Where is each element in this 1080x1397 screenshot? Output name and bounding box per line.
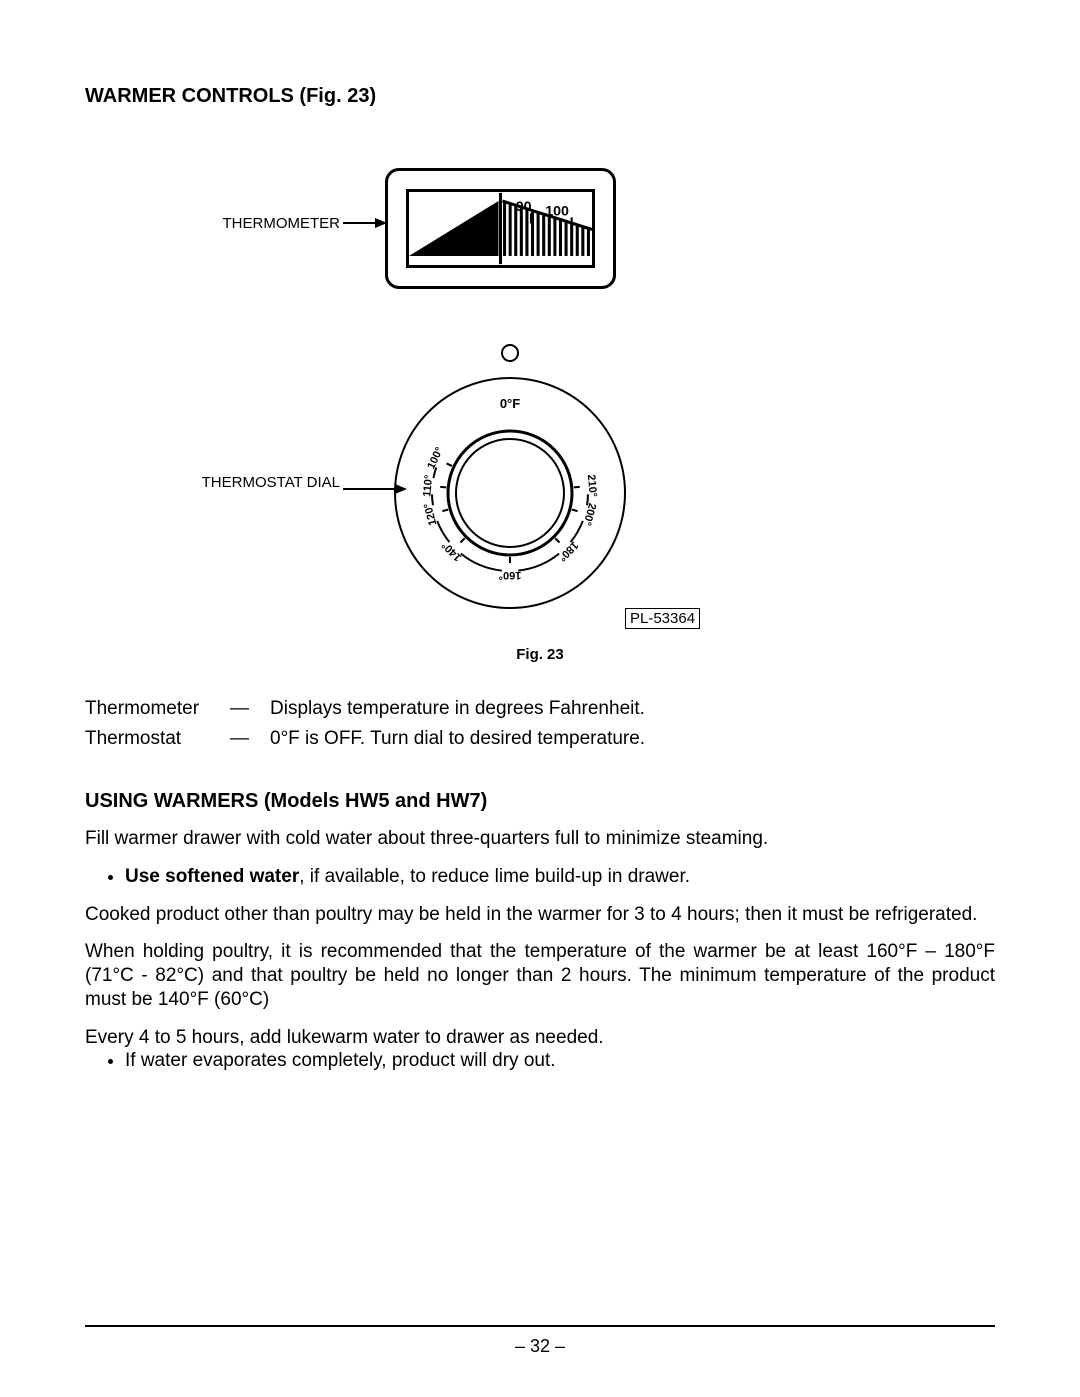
section-heading: WARMER CONTROLS (Fig. 23) [85,85,995,108]
definition-desc: 0°F is OFF. Turn dial to desired tempera… [270,728,995,750]
thermometer-diagram: 90 100 [385,168,616,289]
part-number-box: PL-53364 [625,608,700,629]
definition-list: Thermometer — Displays temperature in de… [85,698,995,750]
bullet-strong: Use softened water [125,866,299,887]
bullet-list: Use softened water, if available, to red… [85,865,995,889]
page-number: – 32 – [0,1336,1080,1357]
figure-23: THERMOMETER 90 100 [85,168,995,688]
thermo-scale-90: 90 [516,199,532,215]
bullet-item: Use softened water, if available, to red… [125,865,995,889]
svg-text:160°: 160° [499,569,522,581]
thermostat-diagram: 0°F 100°110°120°140°160°180°200°210° [385,343,635,613]
paragraph: Every 4 to 5 hours, add lukewarm water t… [85,1026,995,1050]
svg-text:120°: 120° [422,502,439,527]
definition-row: Thermometer — Displays temperature in de… [85,698,995,720]
document-page: WARMER CONTROLS (Fig. 23) THERMOMETER 90 [0,0,1080,1397]
definition-dash: — [230,698,270,720]
footer-rule [85,1325,995,1327]
paragraph: Cooked product other than poultry may be… [85,903,995,927]
definition-dash: — [230,728,270,750]
definition-row: Thermostat — 0°F is OFF. Turn dial to de… [85,728,995,750]
paragraph: When holding poultry, it is recommended … [85,940,995,1011]
figure-caption: Fig. 23 [85,646,995,663]
svg-text:210°: 210° [585,474,599,498]
thermometer-gauge: 90 100 [406,189,595,268]
definition-term: Thermostat [85,728,230,750]
dial-zero-label: 0°F [500,396,520,411]
definition-desc: Displays temperature in degrees Fahrenhe… [270,698,995,720]
thermostat-callout-label: THERMOSTAT DIAL [195,474,340,492]
svg-text:200°: 200° [581,502,598,527]
svg-text:100°: 100° [425,445,445,471]
callout-arrow-line [343,222,378,224]
thermometer-callout-label: THERMOMETER [195,215,340,232]
thermometer-svg: 90 100 [409,192,592,265]
paragraph: Fill warmer drawer with cold water about… [85,827,995,851]
bullet-item: If water evaporates completely, product … [125,1049,995,1073]
bullet-rest: , if available, to reduce lime build-up … [299,866,690,887]
thermo-scale-100: 100 [545,203,569,219]
subsection-heading: USING WARMERS (Models HW5 and HW7) [85,790,995,813]
thermostat-svg: 0°F 100°110°120°140°160°180°200°210° [385,343,635,613]
bullet-list: If water evaporates completely, product … [85,1049,995,1073]
definition-term: Thermometer [85,698,230,720]
